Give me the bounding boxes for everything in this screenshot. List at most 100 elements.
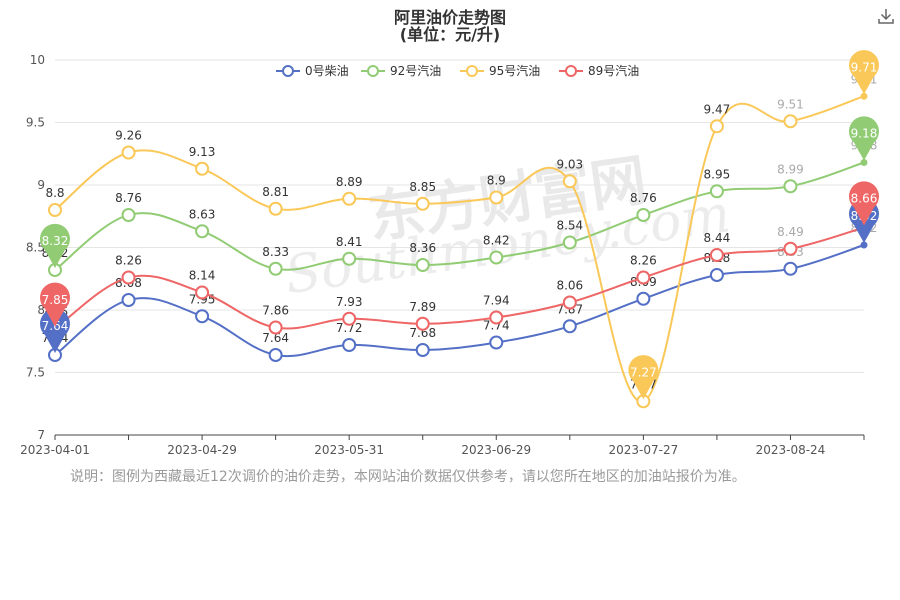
data-label: 8.26	[115, 254, 142, 268]
data-label: 9.47	[704, 102, 731, 116]
data-point	[195, 309, 210, 324]
data-point	[268, 320, 283, 335]
y-tick-label: 8	[37, 303, 45, 317]
x-tick-label: 2023-04-01	[20, 443, 90, 457]
extrema-pin	[40, 223, 70, 268]
data-point	[121, 270, 136, 285]
data-label: 9.13	[189, 145, 216, 159]
data-label: 9.26	[115, 129, 142, 143]
data-point	[415, 316, 430, 331]
data-point	[562, 295, 577, 310]
extrema-pin-label: 8.32	[42, 234, 69, 248]
data-point	[562, 319, 577, 334]
download-icon[interactable]	[876, 6, 896, 26]
y-tick-label: 9	[37, 178, 45, 192]
legend-swatch-marker	[282, 65, 294, 77]
data-point	[195, 224, 210, 239]
extrema-pin-label: 7.85	[42, 293, 69, 307]
data-point	[121, 293, 136, 307]
data-point	[342, 338, 357, 352]
data-point	[342, 191, 357, 206]
data-point	[636, 208, 651, 222]
extrema-pin-label: 9.18	[851, 127, 878, 141]
data-point	[709, 119, 724, 134]
line-chart: 东方财富网Southmoney.com77.588.599.5102023-04…	[20, 50, 880, 457]
data-point	[783, 179, 798, 194]
x-tick-label: 2023-07-27	[608, 443, 678, 457]
y-tick-label: 7	[37, 428, 45, 442]
extrema-pin-label: 9.71	[851, 60, 878, 74]
data-point	[415, 343, 430, 357]
x-tick-label: 2023-06-29	[461, 443, 531, 457]
extrema-pin	[849, 50, 880, 95]
data-point	[783, 114, 798, 129]
data-label: 8.99	[777, 162, 804, 176]
data-point	[48, 203, 62, 217]
y-tick-label: 8.5	[26, 241, 45, 255]
extrema-pin	[628, 355, 659, 400]
data-point	[268, 201, 283, 216]
x-tick-label: 2023-04-29	[167, 443, 237, 457]
data-point	[342, 251, 357, 266]
extrema-pin	[849, 116, 880, 161]
extrema-pin	[849, 181, 880, 226]
data-label: 8.42	[483, 234, 510, 248]
legend-item-label: 95号汽油	[489, 63, 540, 78]
extrema-pin-label: 7.27	[630, 365, 657, 379]
data-label: 8.26	[630, 254, 657, 268]
y-tick-label: 7.5	[26, 366, 45, 380]
data-point	[636, 270, 651, 285]
data-point	[489, 250, 504, 265]
legend-swatch-marker	[466, 65, 478, 77]
data-label: 8.41	[336, 235, 363, 249]
data-label: 7.93	[336, 295, 363, 309]
data-label: 8.8	[45, 186, 64, 200]
data-point	[489, 310, 504, 325]
data-point	[415, 258, 430, 272]
data-point	[121, 145, 136, 160]
data-label: 7.86	[262, 304, 289, 318]
data-label: 8.76	[630, 191, 657, 205]
extrema-pin-label: 8.66	[851, 192, 878, 206]
legend-swatch-marker	[565, 65, 577, 77]
data-label: 9.51	[777, 97, 804, 111]
data-label: 8.81	[262, 185, 289, 199]
data-point	[860, 241, 868, 249]
data-label: 8.76	[115, 191, 142, 205]
y-tick-label: 10	[30, 53, 45, 67]
chart-unit-subtitle: (单位：元/升)	[399, 25, 501, 44]
data-point	[860, 159, 868, 166]
data-label: 7.89	[409, 300, 436, 314]
data-point	[860, 92, 868, 100]
data-label: 8.14	[189, 269, 216, 283]
legend-item-label: 0号柴油	[305, 64, 349, 78]
data-point	[636, 291, 651, 306]
data-label: 7.68	[409, 326, 436, 340]
data-point	[489, 335, 504, 350]
extrema-pin	[40, 308, 70, 353]
data-point	[489, 190, 504, 205]
data-label: 7.74	[483, 319, 510, 333]
data-label: 7.72	[336, 321, 363, 335]
data-point	[709, 268, 724, 282]
data-point	[268, 261, 283, 276]
data-label: 9.03	[556, 157, 583, 171]
y-tick-label: 9.5	[26, 116, 45, 130]
data-label: 8.06	[556, 279, 583, 293]
data-label: 8.44	[704, 231, 731, 245]
legend-item-label: 89号汽油	[588, 63, 639, 78]
data-label: 8.33	[262, 245, 289, 259]
data-label: 7.94	[483, 294, 510, 308]
data-point	[195, 161, 210, 176]
x-tick-label: 2023-05-31	[314, 443, 384, 457]
data-label: 8.9	[487, 174, 506, 188]
legend-swatch-marker	[367, 65, 379, 77]
data-point	[709, 248, 724, 262]
data-label: 8.49	[777, 225, 804, 239]
data-point	[709, 184, 724, 199]
data-point	[783, 261, 798, 276]
data-label: 8.89	[336, 175, 363, 189]
data-label: 8.36	[409, 241, 436, 255]
footnote: 说明：图例为西藏最近12次调价的油价走势，本网站油价数据仅供参考，请以您所在地区…	[70, 469, 746, 485]
data-point	[121, 208, 136, 222]
